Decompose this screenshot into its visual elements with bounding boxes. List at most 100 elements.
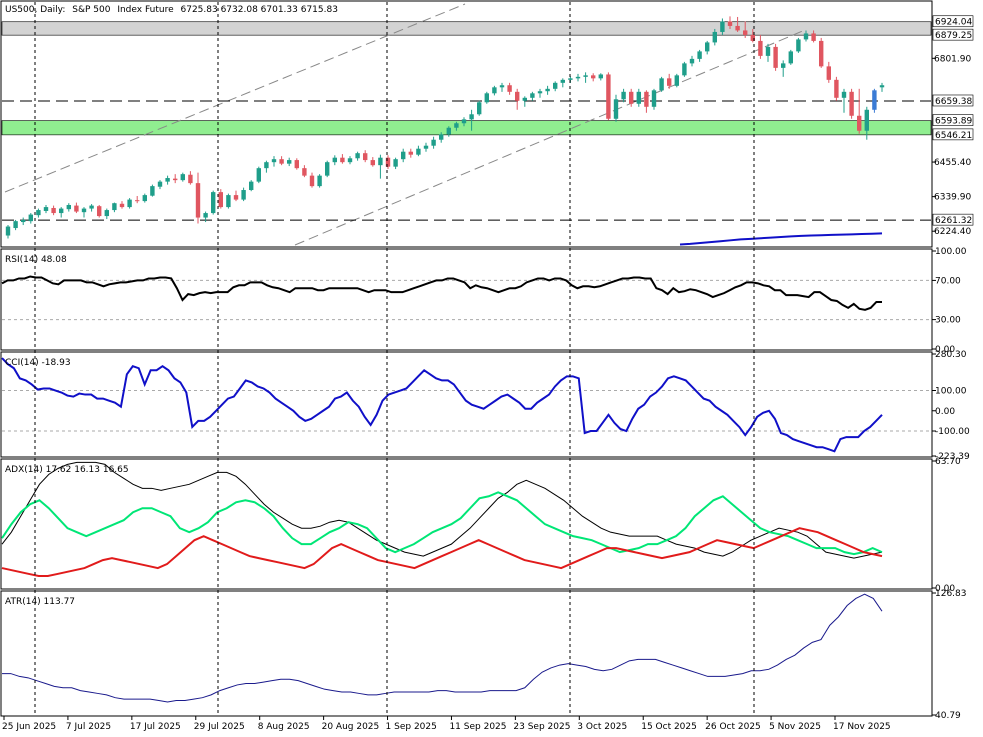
- time-tick-label: 29 Jul 2025: [194, 722, 245, 732]
- candle-body: [545, 88, 550, 92]
- candle-body: [819, 40, 824, 67]
- price-level-box: [932, 15, 974, 28]
- candle-body: [5, 226, 11, 236]
- adx-panel-frame: [0, 458, 933, 590]
- adx-panel[interactable]: 63.70 0.00 ADX(14) 17.62 16.13 16.65: [0, 457, 961, 594]
- price-panel[interactable]: 6924.04 6879.25 6659.38 6593.89 6546.21 6261.…: [0, 0, 974, 248]
- indicator-line: [1, 461, 883, 559]
- indicator-tick-label: 70.00: [935, 276, 961, 286]
- candle-body: [355, 153, 360, 159]
- trend-channel: [4, 3, 806, 246]
- rsi-label: RSI(14) 48.08: [5, 255, 67, 265]
- time-tick-label: 26 Oct 2025: [705, 722, 761, 732]
- time-tick-label: 3 Oct 2025: [577, 722, 627, 732]
- cci-panel[interactable]: 280.30 100.00 0.00 -100.00 -223.39 CCI(14) -…: [0, 350, 970, 462]
- candle-body: [477, 102, 482, 115]
- candle-body: [591, 75, 596, 79]
- time-tick-label: 7 Jul 2025: [66, 722, 111, 732]
- candle-body: [97, 206, 102, 217]
- candle-body: [667, 78, 672, 86]
- cci-panel-frame: [0, 351, 933, 458]
- candle-body: [203, 213, 208, 218]
- candle-body: [629, 91, 634, 104]
- candle-body: [180, 174, 185, 181]
- price-level-box: [932, 94, 974, 107]
- time-tick-label: 23 Sep 2025: [513, 722, 570, 732]
- candle-body: [872, 90, 877, 110]
- atr-plot: 126.83 40.79: [2, 589, 967, 721]
- candle-body: [849, 91, 854, 116]
- rsi-panel-frame: [0, 248, 933, 351]
- candle-body: [811, 33, 816, 41]
- candle-body: [515, 91, 520, 101]
- candle-body: [59, 208, 64, 214]
- candle-body: [317, 175, 322, 187]
- candle-body: [826, 66, 831, 80]
- price-level-label: 6546.21: [935, 131, 972, 141]
- time-tick-label: 11 Sep 2025: [449, 722, 506, 732]
- candle-body: [446, 127, 451, 135]
- candle-body: [104, 210, 109, 217]
- candle-body: [127, 199, 132, 208]
- candle-body: [66, 204, 71, 210]
- price-zone: [1, 21, 932, 36]
- candle-body: [21, 219, 26, 223]
- candle-body: [857, 115, 862, 131]
- candle-body: [393, 159, 398, 167]
- atr-panel[interactable]: 126.83 40.79 ATR(14) 113.77: [0, 589, 967, 721]
- chart-header: US500, Daily: S&P 500 Index Future 6725.…: [5, 5, 338, 15]
- candle-body: [249, 181, 254, 191]
- time-tick-label: 5 Nov 2025: [769, 722, 821, 732]
- indicator-tick-label: 0.00: [935, 407, 955, 417]
- candle-body: [583, 75, 588, 77]
- candle-body: [302, 168, 307, 176]
- candle-body: [173, 178, 178, 181]
- candle-body: [484, 93, 489, 103]
- candle-body: [765, 46, 771, 56]
- candle-body: [796, 39, 801, 52]
- candle-body: [241, 190, 246, 200]
- candle-body: [43, 207, 49, 211]
- indicator-tick-label: 100.00: [935, 387, 967, 397]
- price-zones: [1, 21, 932, 136]
- indicator-tick-label: 0.00: [935, 584, 955, 594]
- atr-label: ATR(14) 113.77: [5, 597, 75, 607]
- price-tick-label: 6801.90: [934, 54, 971, 64]
- price-level-label: 6879.25: [935, 31, 972, 41]
- indicator-line: [1, 275, 882, 311]
- candle-body: [727, 21, 733, 26]
- candle-body: [750, 34, 755, 41]
- candle-body: [188, 174, 193, 184]
- indicator-tick-label: 30.00: [935, 316, 961, 326]
- time-tick-label: 15 Oct 2025: [641, 722, 697, 732]
- candle-body: [401, 151, 406, 160]
- candle-body: [51, 207, 56, 214]
- atr-panel-frame: [0, 590, 933, 717]
- candle-body: [651, 90, 657, 107]
- candle-body: [271, 159, 277, 163]
- time-tick-label: 20 Aug 2025: [322, 722, 380, 732]
- candle-body: [621, 91, 626, 100]
- candle-body: [332, 157, 337, 163]
- indicator-tick-label: 0.00: [935, 345, 955, 355]
- time-tick-label: 25 Jun 2025: [2, 722, 56, 732]
- candle-body: [758, 40, 763, 56]
- candle-body: [309, 175, 315, 187]
- price-axis: 6801.90 6455.40 6339.90 6224.40: [932, 54, 971, 237]
- candle-body: [340, 157, 345, 163]
- price-level-box: [932, 114, 974, 126]
- channel-upper-line: [4, 3, 466, 193]
- candle-body: [598, 74, 603, 79]
- rsi-panel[interactable]: 100.00 70.00 30.00 0.00 RSI(14) 48.08: [0, 247, 967, 355]
- candle-body: [530, 93, 535, 98]
- price-level-label: 6924.04: [935, 18, 972, 28]
- price-tick-label: 6339.90: [934, 193, 971, 203]
- indicator-line: [1, 527, 883, 578]
- indicator-tick-label: 280.30: [935, 350, 967, 360]
- candle-body: [119, 203, 125, 208]
- candle-body: [689, 58, 695, 64]
- candle-body: [294, 160, 299, 169]
- indicator-tick-label: 40.79: [935, 711, 961, 721]
- channel-lower-line: [294, 29, 806, 246]
- candle-body: [287, 160, 292, 164]
